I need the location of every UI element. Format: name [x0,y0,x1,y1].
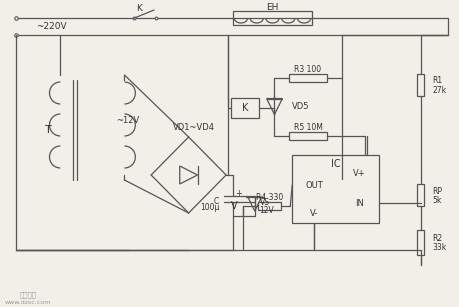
Bar [230,98,258,118]
Text: K: K [241,103,247,113]
Text: +: + [235,188,241,197]
Text: 100μ: 100μ [199,203,219,212]
Text: 12V: 12V [259,206,274,215]
Text: 27k: 27k [431,86,446,95]
Bar [257,202,280,210]
Text: R5 10M: R5 10M [293,122,322,131]
Bar [416,230,424,255]
Text: V+: V+ [352,169,365,177]
Text: www.dzsc.com: www.dzsc.com [5,301,51,305]
Text: C: C [213,197,219,206]
Text: ~220V: ~220V [36,21,66,30]
Text: V-: V- [309,208,317,217]
Text: 组库一下: 组库一下 [19,292,36,298]
Bar [416,74,424,96]
Text: VS: VS [259,198,269,207]
Text: V: V [231,201,237,211]
Text: EH: EH [266,2,278,11]
Bar [233,11,311,25]
Text: R1: R1 [431,76,442,84]
Text: R2: R2 [431,234,442,243]
Text: VD5: VD5 [291,102,309,111]
Text: RP: RP [431,186,442,196]
Text: OUT: OUT [304,181,322,189]
Bar [291,155,378,223]
Text: VD1~VD4: VD1~VD4 [172,122,214,131]
Text: 33k: 33k [431,243,446,252]
Bar [289,74,326,82]
Text: 5k: 5k [431,196,441,204]
Bar [416,184,424,206]
Text: R4 330: R4 330 [255,192,283,201]
Text: IN: IN [354,199,363,208]
Bar [289,132,326,140]
Text: K: K [136,3,142,13]
Text: ~12V: ~12V [116,115,140,125]
Text: IC: IC [330,159,340,169]
Text: T: T [45,125,52,135]
Text: R3 100: R3 100 [294,64,321,73]
